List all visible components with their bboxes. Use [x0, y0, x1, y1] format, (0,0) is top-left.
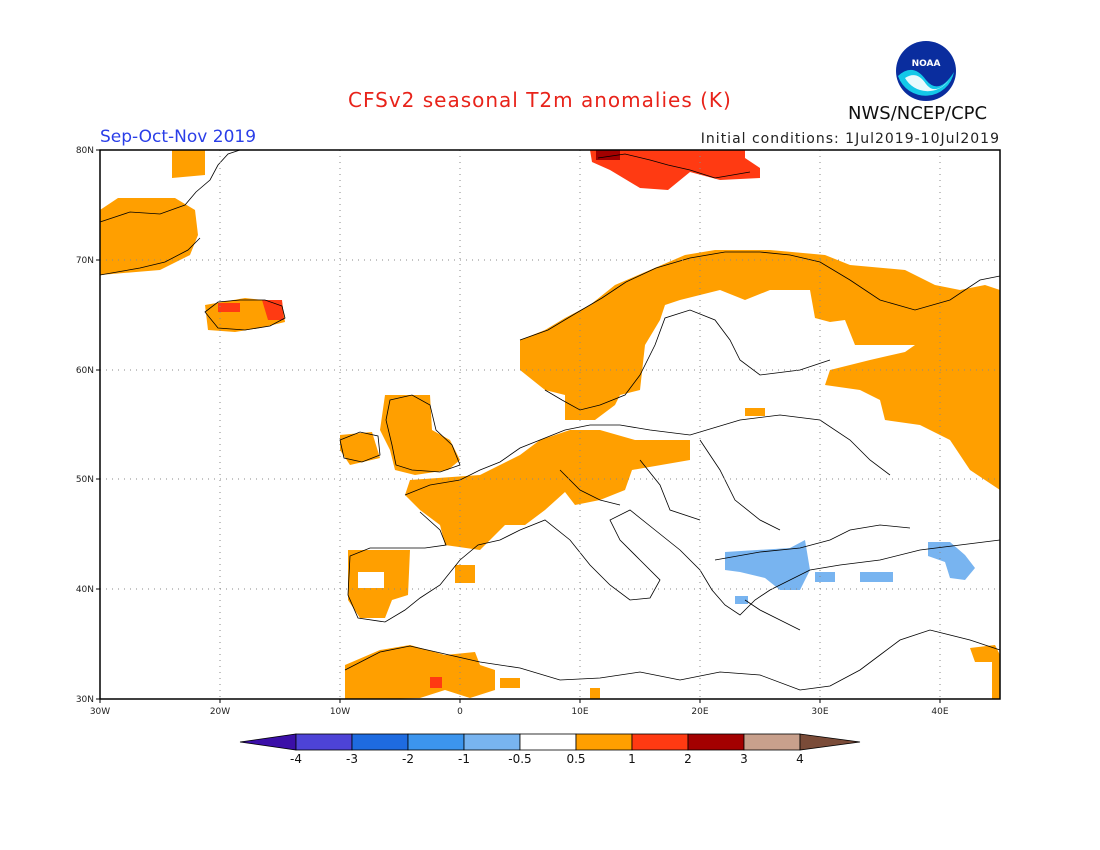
colorbar-tick: -0.5 — [508, 752, 531, 766]
colorbar-tick: -2 — [402, 752, 414, 766]
noaa-logo: NOAA — [896, 41, 956, 101]
lon-label-0: 0 — [457, 707, 463, 717]
colorbar-segment-2-3 — [687, 733, 745, 751]
agency-label: NWS/NCEP/CPC — [848, 103, 988, 124]
colorbar-tick: -3 — [346, 752, 358, 766]
colorbar-segment-3-4 — [743, 733, 801, 751]
lon-label-10e: 10E — [571, 707, 588, 717]
colorbar-segment-4-3 — [295, 733, 353, 751]
coastlines — [99, 149, 1001, 691]
lon-label-10w: 10W — [330, 707, 350, 717]
colorbar-tick: 4 — [796, 752, 804, 766]
colorbar — [239, 733, 861, 751]
lat-label-40n: 40N — [76, 585, 94, 595]
colorbar-segment-1-05 — [463, 733, 521, 751]
colorbar-tick: -4 — [290, 752, 302, 766]
lat-label-50n: 50N — [76, 475, 94, 485]
lat-label-80n: 80N — [76, 146, 94, 156]
colorbar-tick: 3 — [740, 752, 748, 766]
lat-label-70n: 70N — [76, 256, 94, 266]
colorbar-tick: 0.5 — [566, 752, 585, 766]
lon-label-20w: 20W — [210, 707, 230, 717]
colorbar-segment-1-2 — [631, 733, 689, 751]
colorbar-tick: -1 — [458, 752, 470, 766]
season-label: Sep-Oct-Nov 2019 — [100, 127, 257, 147]
lat-label-30n: 30N — [76, 695, 94, 705]
map-frame — [99, 149, 1001, 700]
colorbar-tick: 1 — [628, 752, 636, 766]
map-background — [100, 150, 1000, 699]
gridlines — [100, 150, 1000, 699]
lon-label-20e: 20E — [691, 707, 708, 717]
colorbar-segment-05-1 — [575, 733, 633, 751]
lon-label-30w: 30W — [90, 707, 110, 717]
tick-marks — [96, 149, 941, 703]
lon-label-30e: 30E — [811, 707, 828, 717]
chart-title: CFSv2 seasonal T2m anomalies (K) — [348, 88, 732, 112]
colorbar-segment-2-1 — [407, 733, 465, 751]
colorbar-segment-neutral — [519, 733, 577, 751]
colorbar-segment-gt-4 — [799, 733, 861, 751]
initial-conditions-label: Initial conditions: 1Jul2019-10Jul2019 — [700, 131, 1000, 147]
logo-text: NOAA — [912, 59, 941, 69]
lat-label-60n: 60N — [76, 366, 94, 376]
colorbar-tick: 2 — [684, 752, 692, 766]
colorbar-segment-lt-4 — [239, 733, 297, 751]
colorbar-segment-3-2 — [351, 733, 409, 751]
lon-label-40e: 40E — [931, 707, 948, 717]
